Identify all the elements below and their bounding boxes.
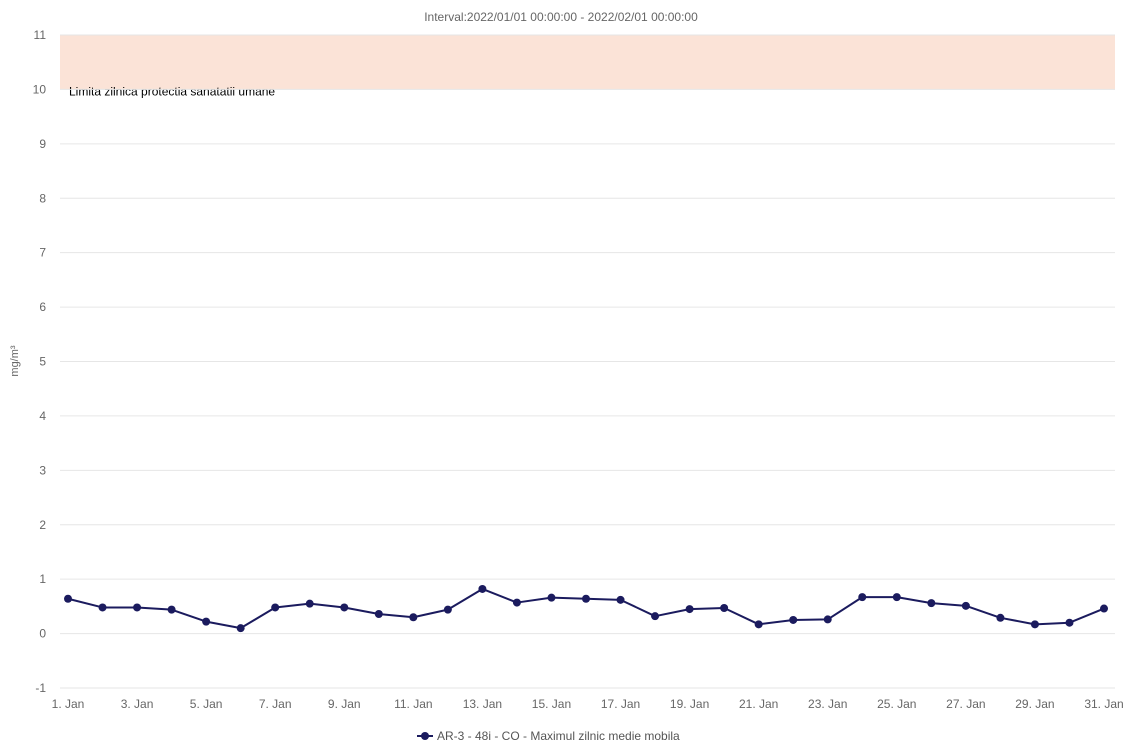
chart-subtitle: Interval:2022/01/01 00:00:00 - 2022/02/0… — [424, 10, 698, 24]
data-point[interactable] — [340, 603, 349, 612]
x-tick-label: 17. Jan — [601, 697, 640, 711]
y-tick-label: 4 — [39, 409, 46, 423]
x-tick-label: 19. Jan — [670, 697, 709, 711]
data-point[interactable] — [651, 612, 660, 621]
legend[interactable]: AR-3 - 48i - CO - Maximul zilnic medie m… — [417, 729, 680, 743]
x-axis-ticks: 1. Jan 3. Jan 5. Jan 7. Jan 9. Jan 11. Jan 13.… — [52, 697, 1123, 711]
data-point[interactable] — [927, 599, 936, 608]
x-tick-label: 3. Jan — [121, 697, 154, 711]
data-point[interactable] — [996, 613, 1005, 622]
data-point[interactable] — [789, 615, 798, 624]
x-tick-label: 31. Jan — [1084, 697, 1123, 711]
data-point[interactable] — [374, 609, 383, 618]
y-tick-label: 7 — [39, 246, 46, 260]
data-point[interactable] — [547, 593, 556, 602]
plot-band-label: Limita zilnica protectia sanatatii umane — [69, 84, 275, 98]
series-group — [64, 584, 1108, 633]
y-axis-title: mg/m³ — [9, 345, 21, 377]
data-point[interactable] — [202, 617, 211, 626]
x-tick-label: 23. Jan — [808, 697, 847, 711]
gridlines — [60, 34, 1115, 689]
data-point[interactable] — [133, 603, 142, 612]
x-tick-label: 11. Jan — [394, 697, 432, 711]
plot-band — [60, 35, 1115, 90]
y-tick-label: 11 — [34, 28, 47, 42]
data-point[interactable] — [720, 604, 729, 613]
data-point[interactable] — [167, 605, 176, 614]
data-point[interactable] — [685, 605, 694, 614]
data-point[interactable] — [754, 620, 763, 629]
data-point[interactable] — [1100, 604, 1108, 613]
y-tick-label: 9 — [39, 137, 46, 151]
y-tick-label: 2 — [39, 518, 46, 532]
x-tick-label: 5. Jan — [190, 697, 223, 711]
x-tick-label: 15. Jan — [532, 697, 571, 711]
data-point[interactable] — [512, 598, 521, 607]
data-point[interactable] — [616, 595, 625, 604]
data-point[interactable] — [892, 593, 901, 602]
y-tick-label: 1 — [39, 572, 46, 586]
data-point[interactable] — [443, 605, 452, 614]
x-tick-label: 13. Jan — [463, 697, 502, 711]
y-tick-label: 8 — [39, 191, 46, 205]
data-point[interactable] — [961, 601, 970, 610]
plot-band-group: Limita zilnica protectia sanatatii umane — [60, 35, 1115, 98]
data-point[interactable] — [823, 615, 832, 624]
legend-marker-icon — [421, 732, 429, 740]
y-tick-label: 3 — [39, 463, 46, 477]
y-tick-label: 6 — [39, 300, 46, 314]
data-point[interactable] — [236, 624, 245, 633]
y-tick-label: -1 — [35, 681, 46, 695]
data-point[interactable] — [98, 603, 107, 612]
data-point[interactable] — [1030, 620, 1039, 629]
y-tick-label: 0 — [39, 627, 46, 641]
data-point[interactable] — [64, 594, 72, 603]
x-tick-label: 25. Jan — [877, 697, 916, 711]
data-point[interactable] — [271, 603, 280, 612]
x-tick-label: 27. Jan — [946, 697, 985, 711]
x-tick-label: 1. Jan — [52, 697, 85, 711]
x-tick-label: 7. Jan — [259, 697, 292, 711]
data-point[interactable] — [478, 584, 487, 593]
y-axis-ticks: -1 0 1 2 3 4 5 6 7 8 9 10 11 — [33, 28, 47, 695]
legend-label[interactable]: AR-3 - 48i - CO - Maximul zilnic medie m… — [437, 729, 680, 743]
data-point[interactable] — [409, 613, 418, 622]
data-point[interactable] — [305, 599, 314, 608]
data-point[interactable] — [1065, 618, 1074, 627]
x-tick-label: 9. Jan — [328, 697, 361, 711]
x-tick-label: 21. Jan — [739, 697, 778, 711]
y-tick-label: 5 — [39, 355, 46, 369]
data-point[interactable] — [858, 593, 867, 602]
y-tick-label: 10 — [33, 82, 47, 96]
x-tick-label: 29. Jan — [1015, 697, 1054, 711]
data-point[interactable] — [582, 594, 590, 603]
